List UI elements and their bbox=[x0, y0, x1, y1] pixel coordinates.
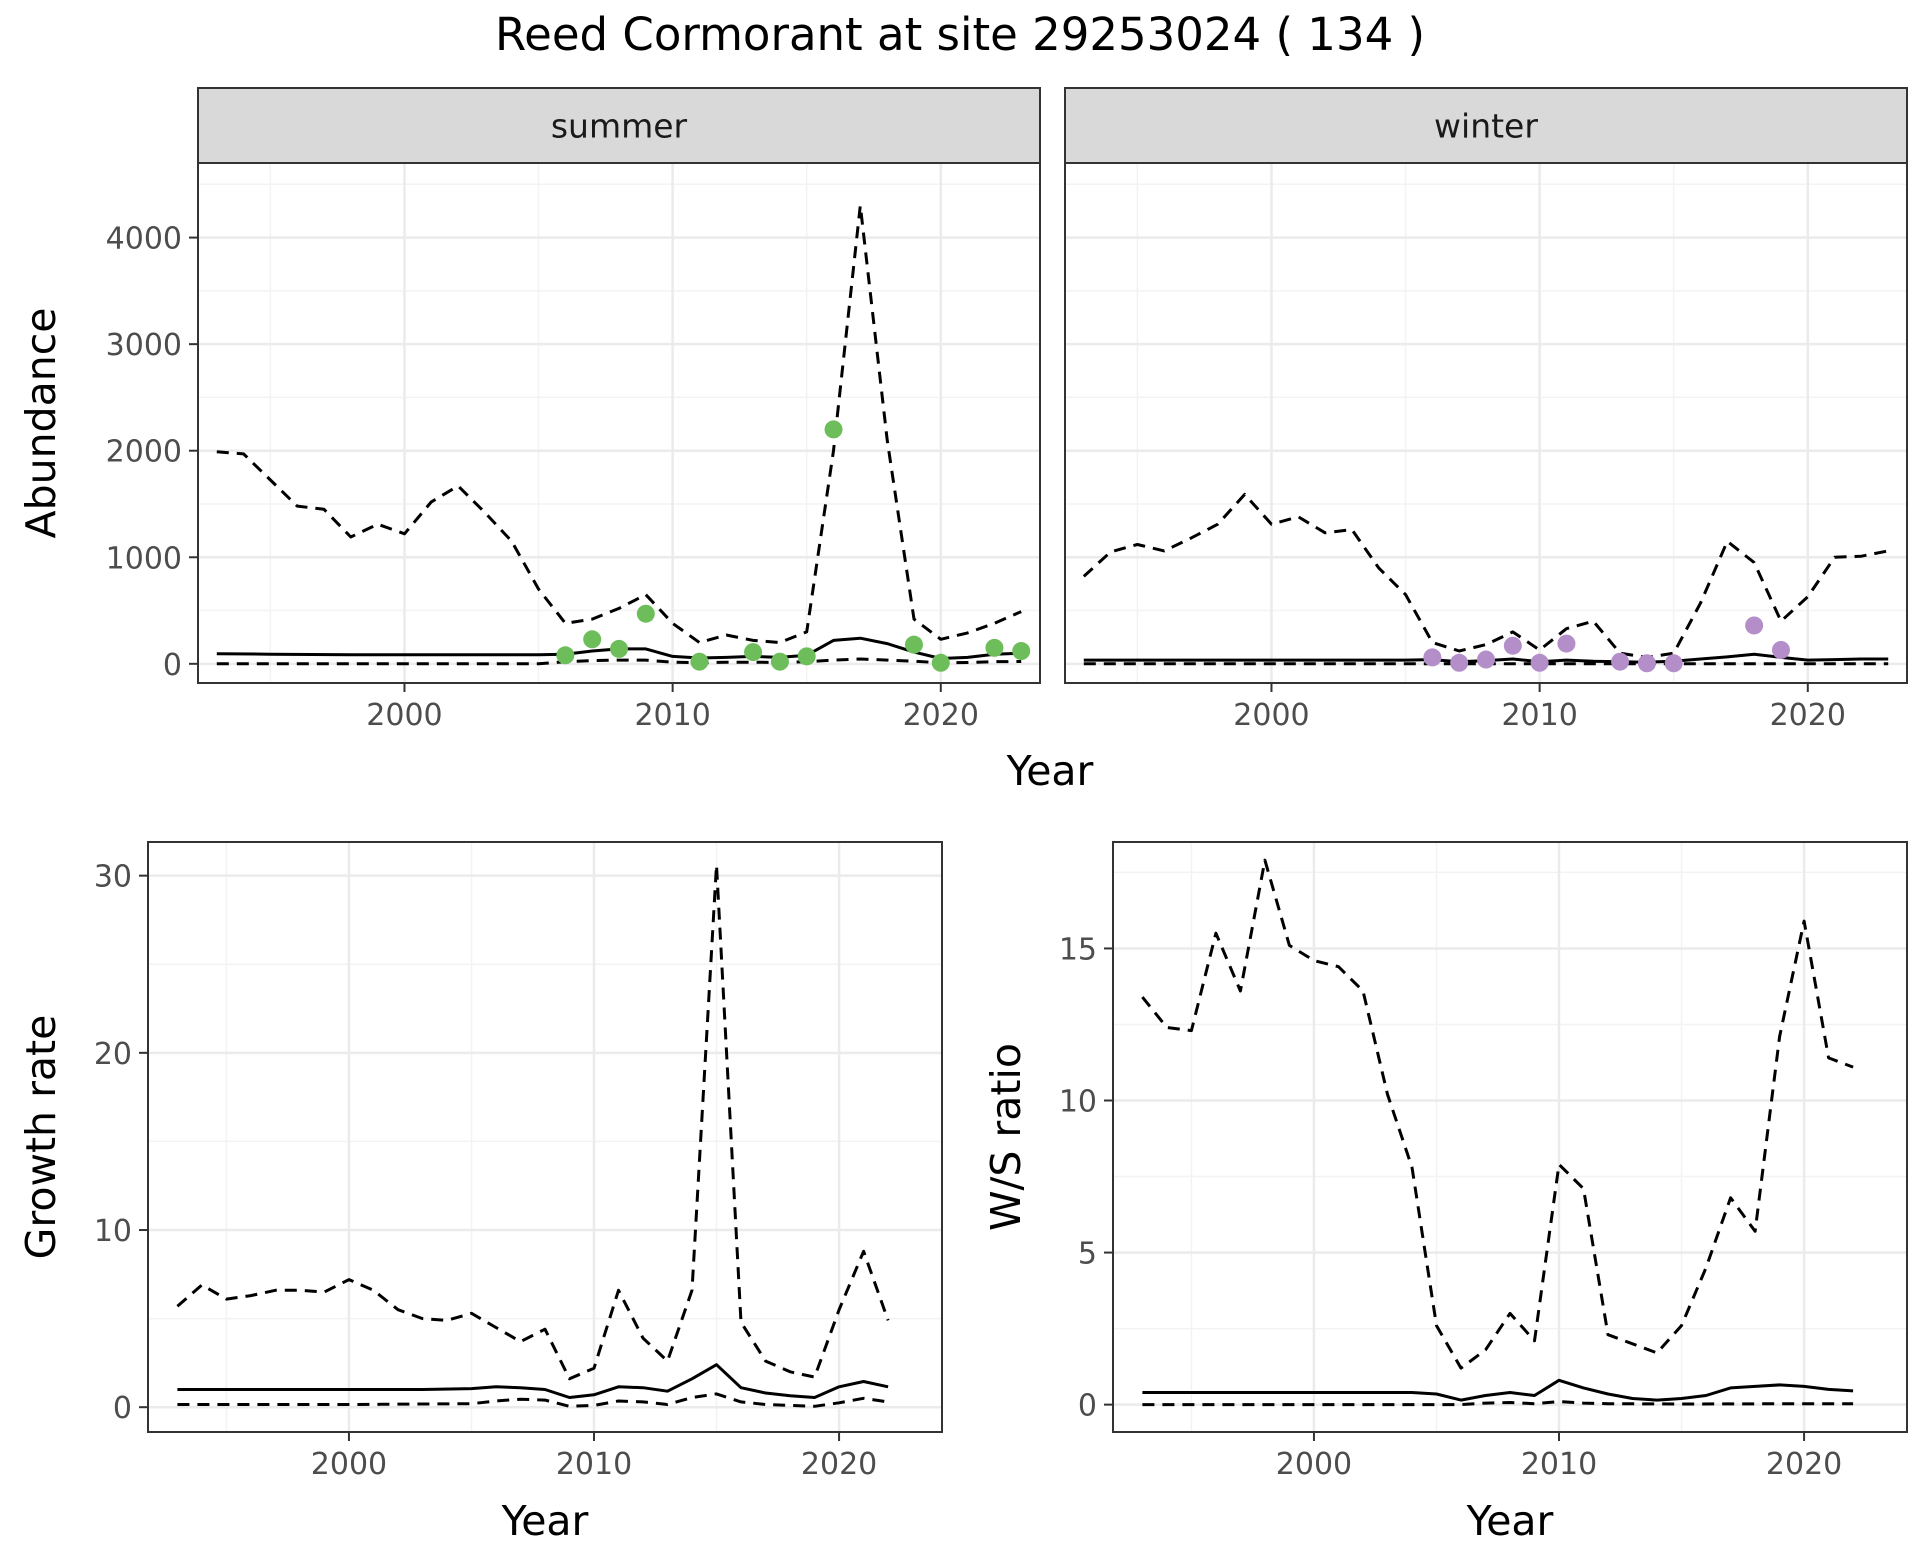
winter-count-point bbox=[1423, 648, 1442, 667]
summer-count-point bbox=[770, 652, 789, 671]
x-tick-label: 2000 bbox=[1276, 1447, 1352, 1482]
panel-background bbox=[148, 842, 942, 1432]
summer-count-point bbox=[690, 652, 709, 671]
ws-ratio-panel: 2000 2010 2020 0 5 10 15 W/S ratio Year bbox=[982, 841, 1908, 1545]
y-tick-label: 5 bbox=[1078, 1237, 1097, 1272]
winter-count-point bbox=[1503, 636, 1522, 655]
winter-estimate-line bbox=[1083, 652, 1889, 664]
y-tick-label: 0 bbox=[1078, 1389, 1097, 1424]
winter-count-point bbox=[1557, 634, 1576, 653]
series-group bbox=[176, 863, 890, 1408]
summer-count-point bbox=[636, 604, 655, 623]
x-tick-label: 2010 bbox=[1521, 1447, 1597, 1482]
x-tick-label: 2020 bbox=[801, 1447, 877, 1482]
panel-background bbox=[1113, 842, 1907, 1432]
facet-label: winter bbox=[1434, 107, 1538, 146]
summer-count-point bbox=[904, 635, 923, 654]
summer-upper-line bbox=[216, 204, 1022, 644]
winter-count-point bbox=[1450, 653, 1469, 672]
x-tick-label: 2010 bbox=[556, 1447, 632, 1482]
y-tick-label: 0 bbox=[163, 648, 182, 683]
x-tick-label: 2000 bbox=[366, 698, 442, 733]
x-axis-title: Year bbox=[501, 1497, 589, 1545]
series-group bbox=[1082, 492, 1889, 673]
abundance-x-axis-title: Year bbox=[1006, 747, 1094, 795]
summer-count-point bbox=[556, 646, 575, 665]
growth-lower-line bbox=[177, 1392, 889, 1408]
summer-count-point bbox=[1012, 642, 1031, 661]
x-tick-label: 2020 bbox=[1766, 1447, 1842, 1482]
winter-count-point bbox=[1637, 654, 1656, 673]
summer-count-point bbox=[824, 420, 843, 439]
winter-count-point bbox=[1771, 640, 1790, 659]
panel-border bbox=[1112, 841, 1908, 1433]
x-tick-label: 2000 bbox=[311, 1447, 387, 1482]
x-tick-label: 2020 bbox=[1770, 698, 1846, 733]
y-tick-label: 1000 bbox=[106, 541, 182, 576]
y-tick-label: 10 bbox=[94, 1214, 132, 1249]
summer-count-point bbox=[931, 653, 950, 672]
ratio-upper-line bbox=[1141, 858, 1854, 1370]
summer-count-point bbox=[744, 643, 763, 662]
x-tick-label: 2000 bbox=[1233, 698, 1309, 733]
facet-strip bbox=[197, 87, 1041, 164]
summer-count-point bbox=[985, 638, 1004, 657]
summer-abundance-panel: summer 2000 2010 2020 0 1000 2000 3000 4000 Abund… bbox=[17, 87, 1041, 733]
summer-count-point bbox=[797, 647, 816, 666]
panel-background bbox=[1065, 163, 1907, 683]
x-tick-label: 2010 bbox=[634, 698, 710, 733]
winter-count-point bbox=[1745, 616, 1764, 635]
winter-upper-line bbox=[1082, 492, 1889, 659]
summer-count-point bbox=[610, 639, 628, 658]
winter-count-point bbox=[1530, 653, 1549, 672]
y-axis-title: W/S ratio bbox=[982, 1043, 1030, 1231]
series-group bbox=[1141, 858, 1854, 1407]
summer-lower-line bbox=[216, 657, 1022, 666]
winter-count-point bbox=[1611, 652, 1630, 671]
winter-count-point bbox=[1477, 650, 1495, 669]
growth-upper-line bbox=[176, 863, 890, 1381]
y-tick-label: 10 bbox=[1059, 1085, 1097, 1120]
y-axis-title: Abundance bbox=[17, 308, 65, 539]
summer-estimate-line bbox=[216, 636, 1022, 660]
y-tick-label: 4000 bbox=[106, 222, 182, 257]
growth-rate-panel: 2000 2010 2020 0 10 20 30 Growth rate Year bbox=[17, 841, 943, 1545]
y-tick-label: 2000 bbox=[106, 435, 182, 470]
y-tick-label: 15 bbox=[1059, 932, 1097, 967]
x-tick-label: 2010 bbox=[1501, 698, 1577, 733]
growth-estimate-line bbox=[177, 1363, 889, 1399]
panel-border bbox=[147, 841, 943, 1433]
panel-background bbox=[198, 163, 1040, 683]
x-axis-title: Year bbox=[1466, 1497, 1554, 1545]
y-tick-label: 30 bbox=[94, 860, 132, 895]
winter-count-point bbox=[1664, 654, 1683, 673]
summer-count-point bbox=[583, 630, 602, 649]
x-tick-label: 2020 bbox=[903, 698, 979, 733]
y-tick-label: 3000 bbox=[106, 328, 182, 363]
y-axis-title: Growth rate bbox=[17, 1015, 65, 1260]
winter-abundance-panel: winter 2000 2010 2020 bbox=[1064, 87, 1908, 733]
series-group bbox=[216, 204, 1031, 672]
facet-label: summer bbox=[551, 107, 688, 146]
y-tick-label: 20 bbox=[94, 1037, 132, 1072]
facet-strip bbox=[1064, 87, 1908, 164]
figure-title: Reed Cormorant at site 29253024 ( 134 ) bbox=[495, 8, 1425, 61]
y-tick-label: 0 bbox=[113, 1391, 132, 1426]
ratio-estimate-line bbox=[1142, 1378, 1854, 1402]
